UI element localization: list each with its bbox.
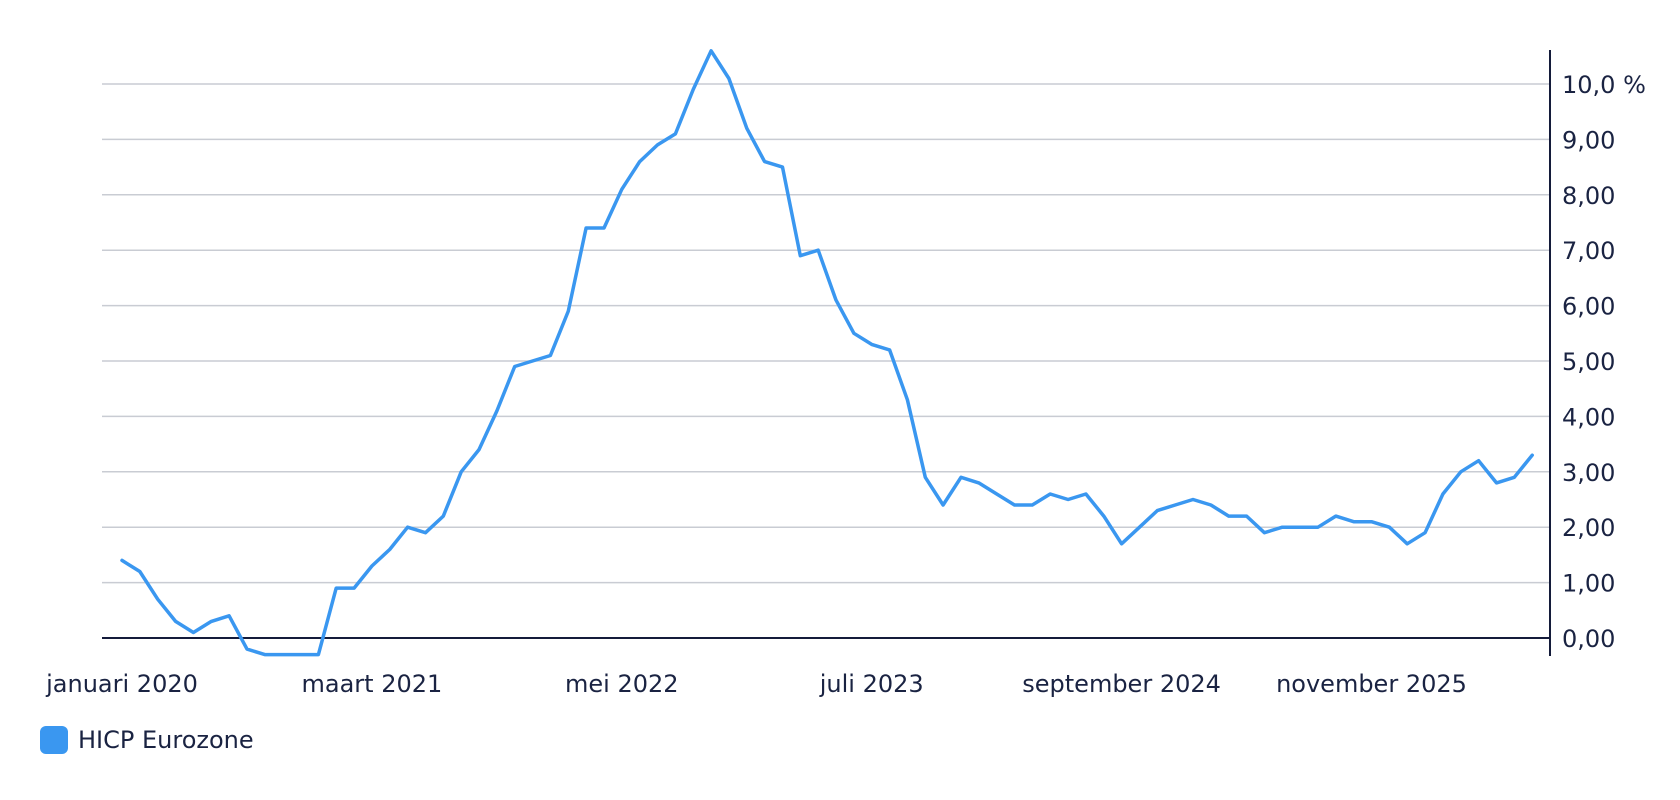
axes [102,50,1551,656]
y-tick-label: 6,00 [1562,293,1615,321]
series-layer [120,49,1534,657]
y-tick-label: 9,00 [1562,126,1615,154]
y-tick-label: 0,00 [1562,625,1615,653]
y-tick-label: 3,00 [1562,459,1615,487]
legend-swatch [40,726,68,754]
y-tick-label: 8,00 [1562,182,1615,210]
y-tick-label: 10,0 % [1562,71,1646,99]
x-tick-label: maart 2021 [302,670,443,698]
x-tick-label: november 2025 [1276,670,1467,698]
legend[interactable]: HICP Eurozone [40,726,254,754]
x-tick-label: september 2024 [1022,670,1221,698]
x-tick-label: mei 2022 [565,670,679,698]
y-tick-label: 4,00 [1562,403,1615,431]
grid-lines [102,83,1550,584]
y-tick-labels: 0,00 1,00 2,00 3,00 4,00 5,00 6,00 7,00 8,00 9,00… [1562,71,1646,653]
x-tick-labels: januari 2020 maart 2021 mei 2022 juli 2023 s… [45,670,1467,698]
x-tick-label: januari 2020 [45,670,198,698]
y-tick-label: 7,00 [1562,237,1615,265]
x-tick-label: juli 2023 [819,670,924,698]
y-tick-label: 5,00 [1562,348,1615,376]
y-tick-label: 2,00 [1562,514,1615,542]
series-line-hicp-eurozone[interactable] [120,49,1534,657]
legend-label: HICP Eurozone [78,726,254,754]
y-tick-label: 1,00 [1562,570,1615,598]
